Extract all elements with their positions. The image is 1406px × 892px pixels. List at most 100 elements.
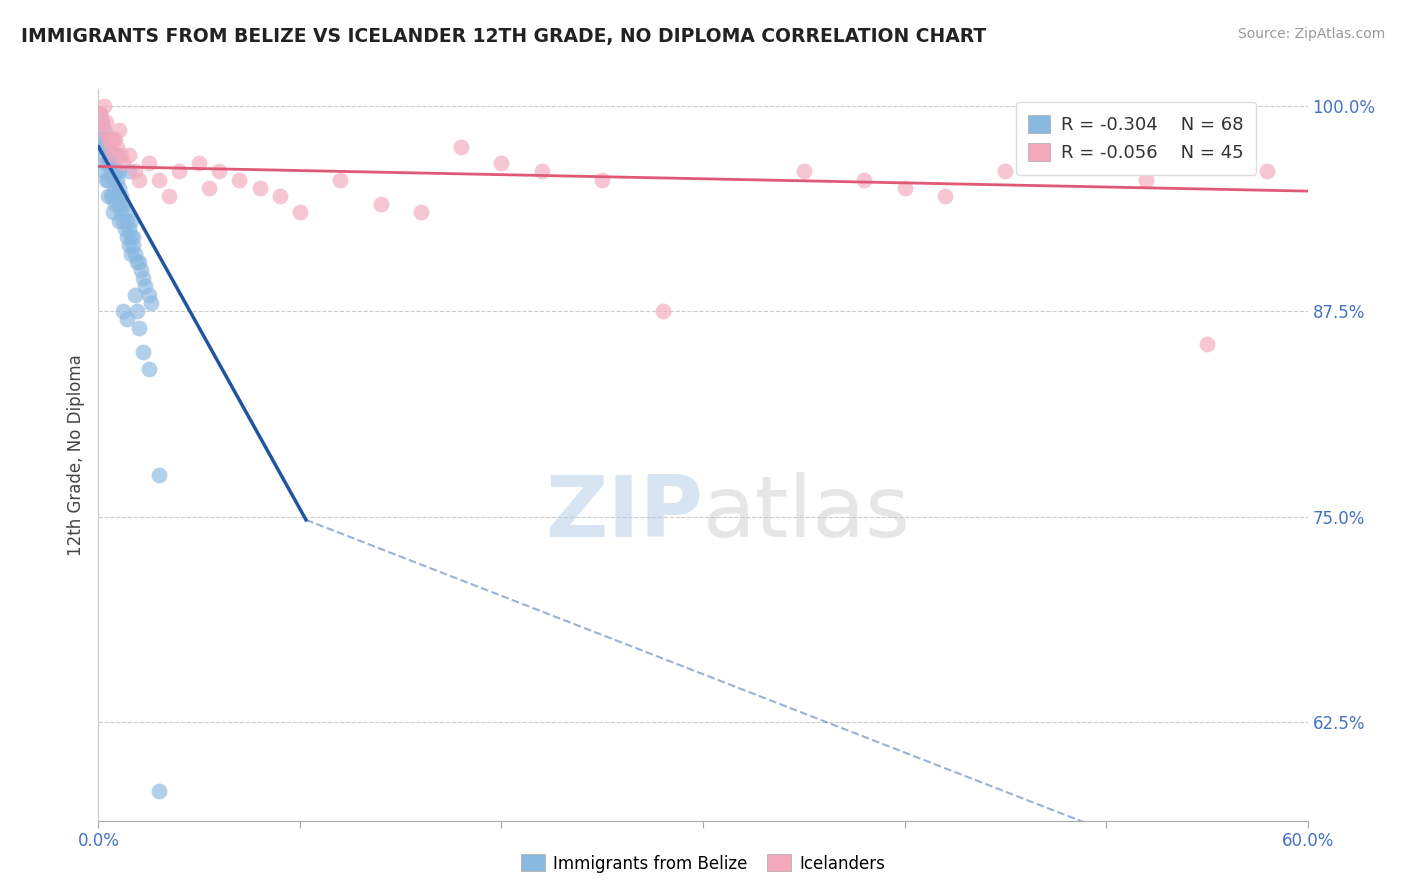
Point <box>853 172 876 186</box>
Point <box>651 304 673 318</box>
Point <box>93 164 115 178</box>
Point <box>1195 337 1218 351</box>
Point <box>118 164 141 178</box>
Text: IMMIGRANTS FROM BELIZE VS ICELANDER 12TH GRADE, NO DIPLOMA CORRELATION CHART: IMMIGRANTS FROM BELIZE VS ICELANDER 12TH… <box>21 27 987 45</box>
Point <box>329 172 352 186</box>
Point <box>198 181 221 195</box>
Point <box>121 238 143 252</box>
Point <box>1256 164 1278 178</box>
Text: ZIP: ZIP <box>546 472 703 555</box>
Point <box>93 123 115 137</box>
Point <box>125 254 148 268</box>
Point <box>120 246 142 260</box>
Point <box>93 98 115 112</box>
Point <box>101 156 124 170</box>
Point <box>934 189 956 203</box>
Point <box>115 213 138 227</box>
Point <box>100 189 122 203</box>
Point <box>96 156 118 170</box>
Point <box>134 279 156 293</box>
Point <box>101 172 124 186</box>
Text: Source: ZipAtlas.com: Source: ZipAtlas.com <box>1237 27 1385 41</box>
Point <box>96 131 118 145</box>
Point <box>124 287 146 301</box>
Point <box>101 205 124 219</box>
Point <box>91 115 114 129</box>
Point <box>450 139 472 153</box>
Point <box>97 139 120 153</box>
Point <box>118 238 141 252</box>
Point <box>103 131 125 145</box>
Point <box>91 115 114 129</box>
Point <box>101 189 124 203</box>
Point <box>132 345 155 359</box>
Point <box>249 181 271 195</box>
Point <box>157 189 180 203</box>
Point <box>114 222 136 236</box>
Point <box>93 123 115 137</box>
Point <box>100 148 122 162</box>
Point <box>148 784 170 798</box>
Point <box>228 172 250 186</box>
Point <box>107 181 129 195</box>
Point <box>110 148 132 162</box>
Point <box>530 164 553 178</box>
Point <box>107 197 129 211</box>
Point <box>105 148 128 162</box>
Point <box>370 197 392 211</box>
Point <box>115 230 138 244</box>
Point <box>118 148 141 162</box>
Point <box>101 148 124 162</box>
Legend: R = -0.304    N = 68, R = -0.056    N = 45: R = -0.304 N = 68, R = -0.056 N = 45 <box>1015 102 1256 175</box>
Point <box>100 148 122 162</box>
Point <box>107 123 129 137</box>
Point <box>100 131 122 145</box>
Point <box>994 164 1017 178</box>
Point <box>111 156 134 170</box>
Point <box>124 246 146 260</box>
Point <box>118 222 141 236</box>
Point <box>138 361 160 376</box>
Point <box>208 164 231 178</box>
Point <box>105 172 128 186</box>
Point <box>893 181 915 195</box>
Point <box>97 131 120 145</box>
Point <box>107 164 129 178</box>
Point <box>139 296 162 310</box>
Point <box>89 131 111 145</box>
Point <box>269 189 291 203</box>
Y-axis label: 12th Grade, No Diploma: 12th Grade, No Diploma <box>66 354 84 556</box>
Point <box>591 172 613 186</box>
Point <box>124 164 146 178</box>
Point <box>121 230 143 244</box>
Point <box>100 139 122 153</box>
Point <box>148 468 170 483</box>
Point <box>89 107 111 121</box>
Point <box>125 304 148 318</box>
Point <box>128 254 150 268</box>
Point <box>167 164 190 178</box>
Point <box>103 164 125 178</box>
Point <box>288 205 311 219</box>
Point <box>97 131 120 145</box>
Point <box>129 263 152 277</box>
Point <box>128 172 150 186</box>
Point <box>100 164 122 178</box>
Point <box>110 189 132 203</box>
Legend: Immigrants from Belize, Icelanders: Immigrants from Belize, Icelanders <box>515 847 891 880</box>
Point <box>188 156 211 170</box>
Point <box>132 271 155 285</box>
Point <box>105 189 128 203</box>
Point <box>101 131 124 145</box>
Point <box>793 164 815 178</box>
Point <box>128 320 150 334</box>
Text: atlas: atlas <box>703 472 911 555</box>
Point <box>93 148 115 162</box>
Point <box>111 197 134 211</box>
Point <box>89 107 111 121</box>
Point <box>138 156 160 170</box>
Point <box>97 172 120 186</box>
Point <box>114 205 136 219</box>
Point <box>1095 148 1118 162</box>
Point <box>111 304 134 318</box>
